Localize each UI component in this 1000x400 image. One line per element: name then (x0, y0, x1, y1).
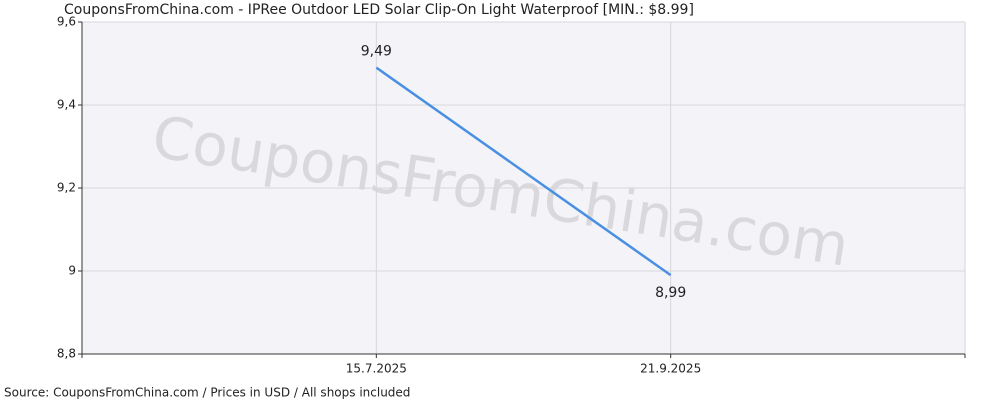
price-line (375, 66, 672, 277)
value-label: 9,49 (361, 44, 392, 60)
y-tick-label: 9,4 (57, 98, 76, 112)
y-tick-label: 9,6 (57, 15, 76, 29)
value-label: 8,99 (655, 285, 686, 301)
y-tick-label: 9 (68, 264, 76, 278)
y-tick-label: 9,2 (57, 181, 76, 195)
x-tick-label: 21.9.2025 (640, 362, 701, 376)
chart-title: CouponsFromChina.com - IPRee Outdoor LED… (64, 2, 694, 18)
y-tick-label: 8,8 (57, 347, 76, 361)
source-note: Source: CouponsFromChina.com / Prices in… (4, 386, 410, 400)
x-tick-label: 15.7.2025 (346, 362, 407, 376)
